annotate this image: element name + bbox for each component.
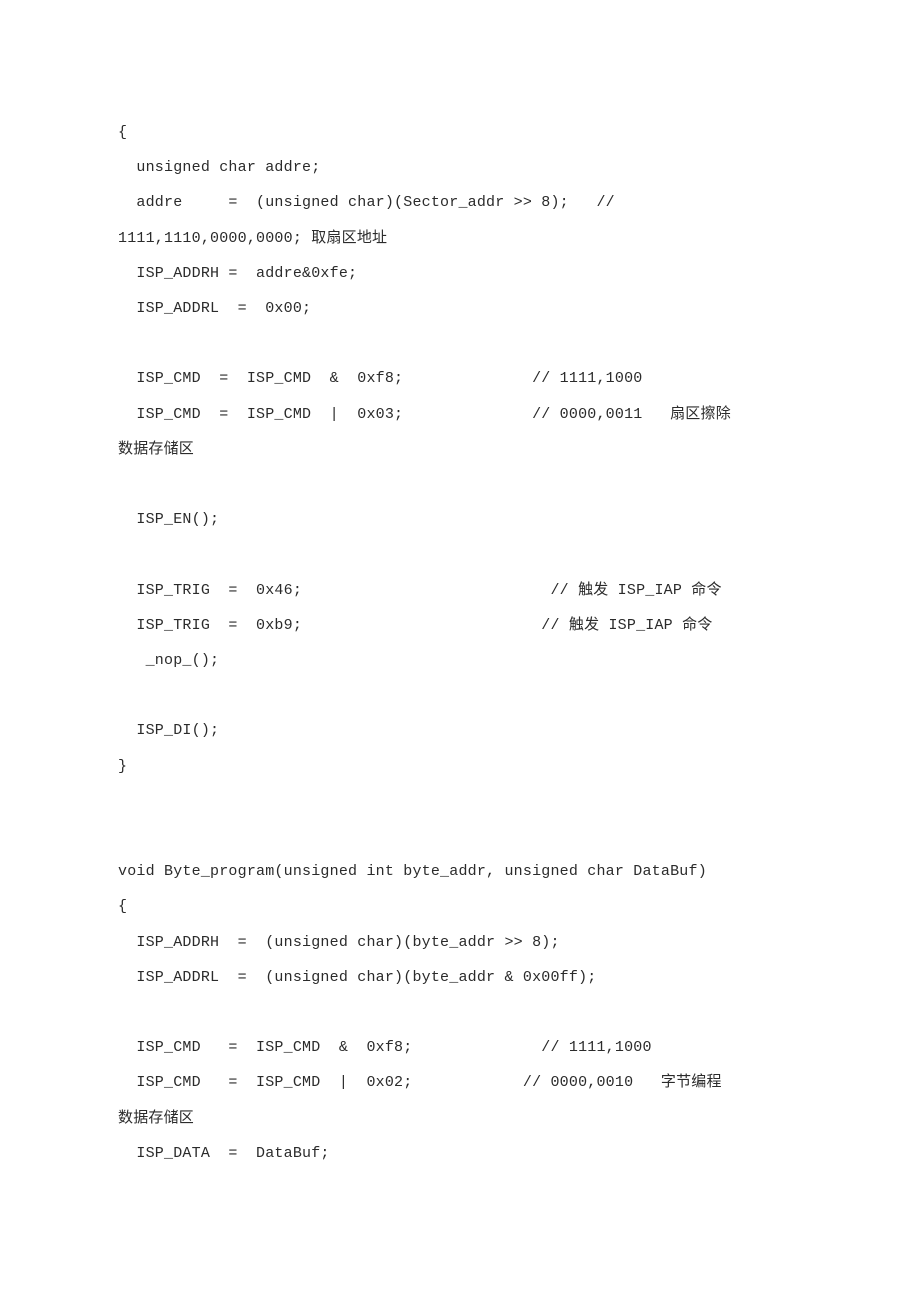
code-line — [118, 819, 805, 854]
code-line — [118, 678, 805, 713]
code-line: ISP_EN(); — [118, 502, 805, 537]
code-line: void Byte_program(unsigned int byte_addr… — [118, 854, 805, 889]
code-line: ISP_ADDRH = (unsigned char)(byte_addr >>… — [118, 925, 805, 960]
code-line: ISP_TRIG = 0xb9; // 触发 ISP_IAP 命令 — [118, 608, 805, 643]
code-block: { unsigned char addre; addre = (unsigned… — [118, 115, 805, 1171]
code-line: _nop_(); — [118, 643, 805, 678]
code-line: ISP_DI(); — [118, 713, 805, 748]
code-line — [118, 467, 805, 502]
code-line: ISP_ADDRL = (unsigned char)(byte_addr & … — [118, 960, 805, 995]
code-line: 数据存储区 — [118, 1101, 805, 1136]
code-line: { — [118, 115, 805, 150]
code-line — [118, 784, 805, 819]
code-line: 数据存储区 — [118, 432, 805, 467]
code-line: ISP_CMD = ISP_CMD | 0x03; // 0000,0011 扇… — [118, 397, 805, 432]
code-line: ISP_CMD = ISP_CMD & 0xf8; // 1111,1000 — [118, 1030, 805, 1065]
code-line: 1111,1110,0000,0000; 取扇区地址 — [118, 221, 805, 256]
code-line — [118, 995, 805, 1030]
code-line: { — [118, 889, 805, 924]
code-line — [118, 326, 805, 361]
code-line: ISP_CMD = ISP_CMD | 0x02; // 0000,0010 字… — [118, 1065, 805, 1100]
code-line: unsigned char addre; — [118, 150, 805, 185]
document-page: { unsigned char addre; addre = (unsigned… — [0, 0, 920, 1231]
code-line: ISP_ADDRH = addre&0xfe; — [118, 256, 805, 291]
code-line: addre = (unsigned char)(Sector_addr >> 8… — [118, 185, 805, 220]
code-line: ISP_ADDRL = 0x00; — [118, 291, 805, 326]
code-line: ISP_DATA = DataBuf; — [118, 1136, 805, 1171]
code-line: ISP_TRIG = 0x46; // 触发 ISP_IAP 命令 — [118, 573, 805, 608]
code-line — [118, 537, 805, 572]
code-line: ISP_CMD = ISP_CMD & 0xf8; // 1111,1000 — [118, 361, 805, 396]
code-line: } — [118, 749, 805, 784]
